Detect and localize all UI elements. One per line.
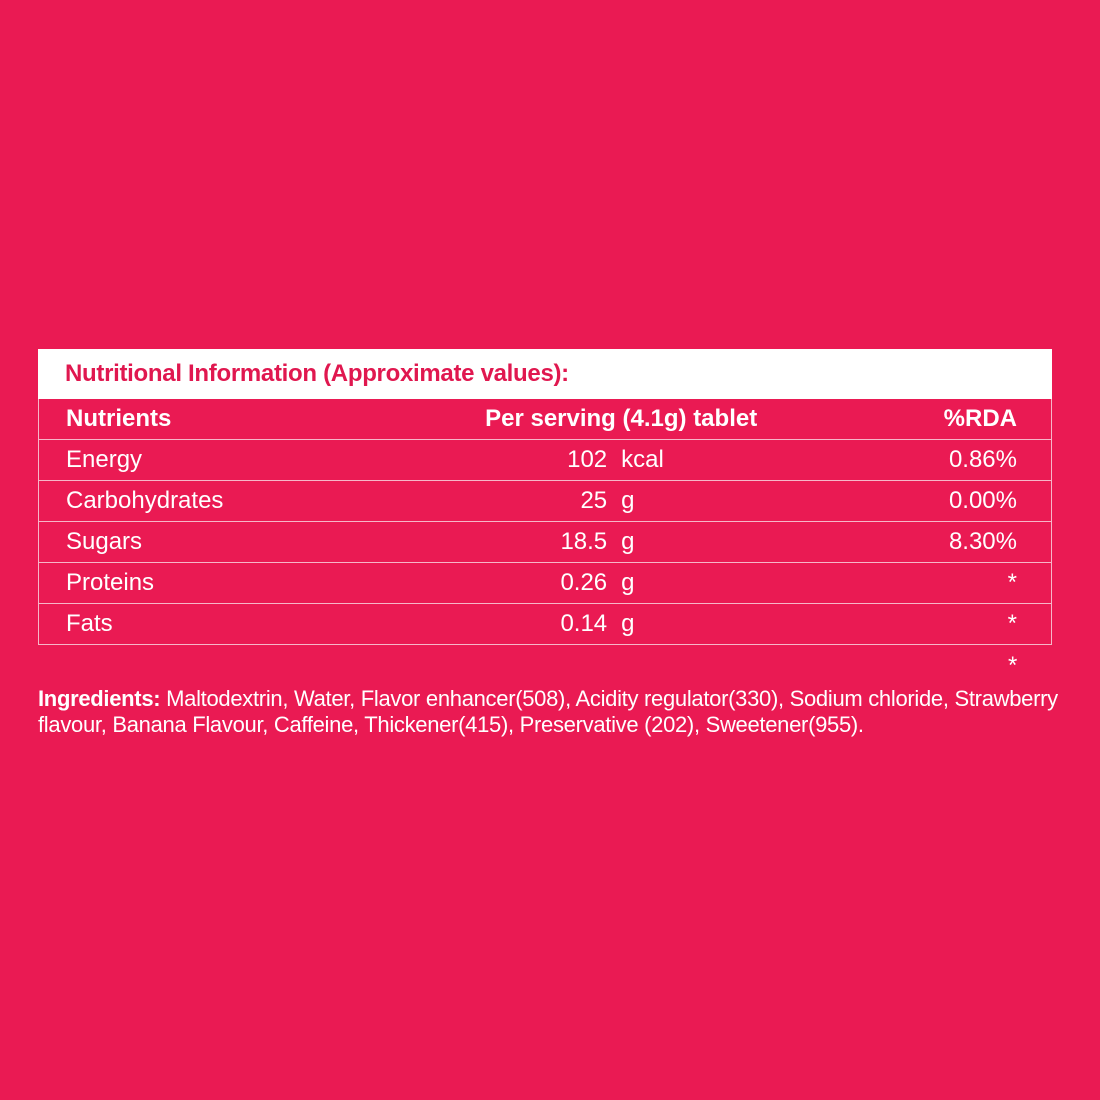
ingredients-label: Ingredients: xyxy=(38,686,161,711)
nutrient-name: Fats xyxy=(38,603,406,645)
nutrient-amount: 18.5 xyxy=(406,521,622,563)
nutrient-unit: g xyxy=(621,603,837,645)
nutrition-table: Nutrients Per serving (4.1g) tablet %RDA… xyxy=(38,399,1053,645)
nutrient-rda: * xyxy=(836,603,1053,645)
nutrient-rda: 0.00% xyxy=(836,480,1053,522)
table-row: Energy 102 kcal 0.86% xyxy=(38,439,1053,481)
header-nutrients: Nutrients xyxy=(38,399,406,440)
nutrient-name: Carbohydrates xyxy=(38,480,406,522)
table-header-row: Nutrients Per serving (4.1g) tablet %RDA xyxy=(38,399,1053,440)
nutrient-name: Proteins xyxy=(38,562,406,604)
nutrient-amount: 0.14 xyxy=(406,603,622,645)
nutrient-name: Energy xyxy=(38,439,406,481)
nutrient-amount: 25 xyxy=(406,480,622,522)
ingredients-list: Maltodextrin, Water, Flavor enhancer(508… xyxy=(38,686,1058,737)
nutrient-rda: * xyxy=(836,562,1053,604)
nutrient-amount: 102 xyxy=(406,439,622,481)
nutrition-panel: Nutritional Information (Approximate val… xyxy=(38,349,1053,645)
table-row: Proteins 0.26 g * xyxy=(38,562,1053,604)
ingredients-text: Ingredients: Maltodextrin, Water, Flavor… xyxy=(38,686,1068,738)
nutrient-amount: 0.26 xyxy=(406,562,622,604)
nutrient-unit: g xyxy=(621,562,837,604)
nutrient-name: Sugars xyxy=(38,521,406,563)
nutrient-unit: g xyxy=(621,521,837,563)
nutrition-title: Nutritional Information (Approximate val… xyxy=(38,349,1052,399)
header-rda: %RDA xyxy=(836,399,1053,440)
nutrient-rda: 0.86% xyxy=(836,439,1053,481)
nutrient-unit: g xyxy=(621,480,837,522)
nutrient-unit: kcal xyxy=(621,439,837,481)
table-row: Carbohydrates 25 g 0.00% xyxy=(38,480,1053,522)
table-row: Fats 0.14 g * xyxy=(38,603,1053,645)
table-row: Sugars 18.5 g 8.30% xyxy=(38,521,1053,563)
header-per-serving: Per serving (4.1g) tablet xyxy=(485,405,758,432)
nutrient-rda: 8.30% xyxy=(836,521,1053,563)
footnote-mark: * xyxy=(1008,652,1018,679)
